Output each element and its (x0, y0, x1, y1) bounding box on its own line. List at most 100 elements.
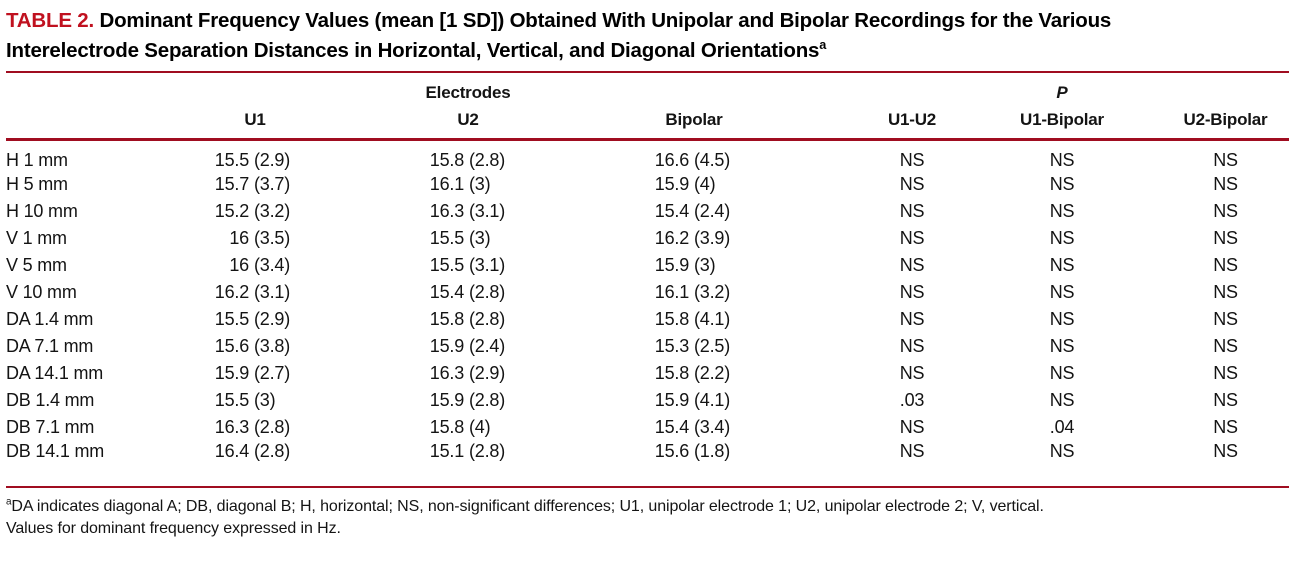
mean-value: 16.3 (214, 416, 249, 437)
sd-value: (3.4) (694, 416, 731, 437)
p-value: NS (899, 440, 925, 461)
sd-value: (2.9) (254, 308, 291, 329)
title-divider-rule (6, 71, 1289, 73)
sd-value: (3.5) (254, 227, 291, 248)
p-value: NS (1213, 200, 1238, 221)
group-header-row: Electrodes P (6, 73, 1289, 103)
p-value: NS (1049, 149, 1075, 170)
row-label: DB 7.1 mm (6, 416, 95, 437)
p-value: NS (899, 308, 925, 329)
sd-value: (2.8) (469, 440, 506, 461)
mean-value: 15.8 (429, 308, 464, 329)
footnote-line-2: Values for dominant frequency expressed … (6, 519, 341, 537)
footnote-superscript: a (6, 496, 12, 508)
mean-value: 16.1 (654, 281, 689, 302)
p-value: NS (1213, 389, 1238, 410)
row-label: V 5 mm (6, 254, 67, 275)
table-row: H 10 mm 15.2 (3.2) 16.3 (3.1) 15.4 (2.4) NS… (6, 198, 1289, 225)
p-value: NS (1213, 254, 1238, 275)
sd-value: (2.8) (469, 308, 506, 329)
sd-value: (2.2) (694, 362, 731, 383)
sd-value: (3.1) (469, 254, 506, 275)
mean-value: 15.5 (214, 149, 249, 170)
data-table: Electrodes P U1 U2 Bipolar U1-U2 U1-Bipo… (6, 73, 1289, 475)
mean-value: 15.4 (654, 416, 689, 437)
mean-value: 15.1 (429, 440, 464, 461)
table-row: DB 7.1 mm 16.3 (2.8) 15.8 (4) 15.4 (3.4) NS… (6, 414, 1289, 441)
table-row: DB 1.4 mm 15.5 (3) 15.9 (2.8) 15.9 (4.1) .0… (6, 387, 1289, 414)
table-row: DA 14.1 mm 15.9 (2.7) 16.3 (2.9) 15.8 (2.2)… (6, 360, 1289, 387)
sd-value: (3.2) (694, 281, 731, 302)
sd-value: (3) (469, 173, 491, 194)
row-label: DA 7.1 mm (6, 335, 94, 356)
mean-value: 16.4 (214, 440, 249, 461)
mean-value: 15.4 (429, 281, 464, 302)
header-spacer (1136, 73, 1289, 103)
footer-divider-rule (6, 485, 1289, 488)
sd-value: (3.1) (254, 281, 291, 302)
table-row: V 1 mm 16 (3.5) 15.5 (3) 16.2 (3.9) NS NS N… (6, 225, 1289, 252)
p-value: NS (1213, 308, 1238, 329)
p-value: .03 (899, 389, 925, 410)
mean-value: 15.7 (214, 173, 249, 194)
mean-value: 15.8 (429, 149, 464, 170)
sd-value: (2.9) (254, 149, 291, 170)
footnote-text-1: DA indicates diagonal A; DB, diagonal B;… (11, 497, 1044, 515)
table-row: V 10 mm 16.2 (3.1) 15.4 (2.8) 16.1 (3.2) NS… (6, 279, 1289, 306)
sd-value: (2.8) (469, 389, 506, 410)
p-value: NS (899, 281, 925, 302)
group-header-electrodes: Electrodes (425, 83, 511, 102)
mean-value: 15.5 (429, 227, 464, 248)
sd-value: (3) (254, 389, 276, 410)
table-title-superscript: a (819, 37, 827, 53)
mean-value: 15.3 (654, 335, 689, 356)
sd-value: (4) (469, 416, 491, 437)
column-header-u1-bipolar: U1-Bipolar (988, 103, 1136, 141)
table-header: Electrodes P U1 U2 Bipolar U1-U2 U1-Bipo… (6, 73, 1289, 141)
mean-value: 16.3 (429, 362, 464, 383)
sd-value: (3.9) (694, 227, 731, 248)
p-value: NS (1213, 416, 1238, 437)
mean-value: 15.5 (214, 308, 249, 329)
p-value: NS (899, 335, 925, 356)
p-value: NS (1213, 173, 1238, 194)
p-value: NS (1049, 440, 1075, 461)
mean-value: 15.9 (654, 173, 689, 194)
sd-value: (2.7) (254, 362, 291, 383)
sd-value: (2.8) (469, 281, 506, 302)
p-value: NS (899, 200, 925, 221)
header-spacer (644, 73, 836, 103)
column-header-u1-u2: U1-U2 (836, 103, 988, 141)
p-value: NS (1049, 389, 1075, 410)
row-label: V 1 mm (6, 227, 67, 248)
p-value: NS (1213, 227, 1238, 248)
sd-value: (2.4) (469, 335, 506, 356)
mean-value: 15.5 (429, 254, 464, 275)
mean-value: 15.9 (654, 389, 689, 410)
group-header-p: P (1056, 83, 1068, 102)
sd-value: (3.1) (469, 200, 506, 221)
sd-value: (3.4) (254, 254, 291, 275)
table-caption: TABLE 2. Dominant Frequency Values (mean… (6, 6, 1221, 66)
mean-value: 16.2 (214, 281, 249, 302)
mean-value: 16.2 (654, 227, 689, 248)
mean-value: 16 (229, 254, 249, 275)
p-value: NS (899, 254, 925, 275)
row-label: V 10 mm (6, 281, 77, 302)
mean-value: 15.9 (429, 335, 464, 356)
column-header-u2: U2 (457, 110, 479, 130)
sd-value: (3.7) (254, 173, 291, 194)
column-header-blank (6, 103, 205, 141)
p-value: NS (1049, 173, 1075, 194)
p-value: NS (1049, 254, 1075, 275)
p-value: NS (1049, 281, 1075, 302)
mean-value: 15.8 (429, 416, 464, 437)
row-label: H 1 mm (6, 149, 68, 170)
row-label: DB 1.4 mm (6, 389, 95, 410)
sd-value: (2.8) (254, 416, 291, 437)
sd-value: (3.2) (254, 200, 291, 221)
mean-value: 15.5 (214, 389, 249, 410)
footnote-line-1: aDA indicates diagonal A; DB, diagonal B… (6, 496, 1289, 518)
table-body: H 1 mm 15.5 (2.9) 15.8 (2.8) 16.6 (4.5) NS … (6, 139, 1289, 475)
